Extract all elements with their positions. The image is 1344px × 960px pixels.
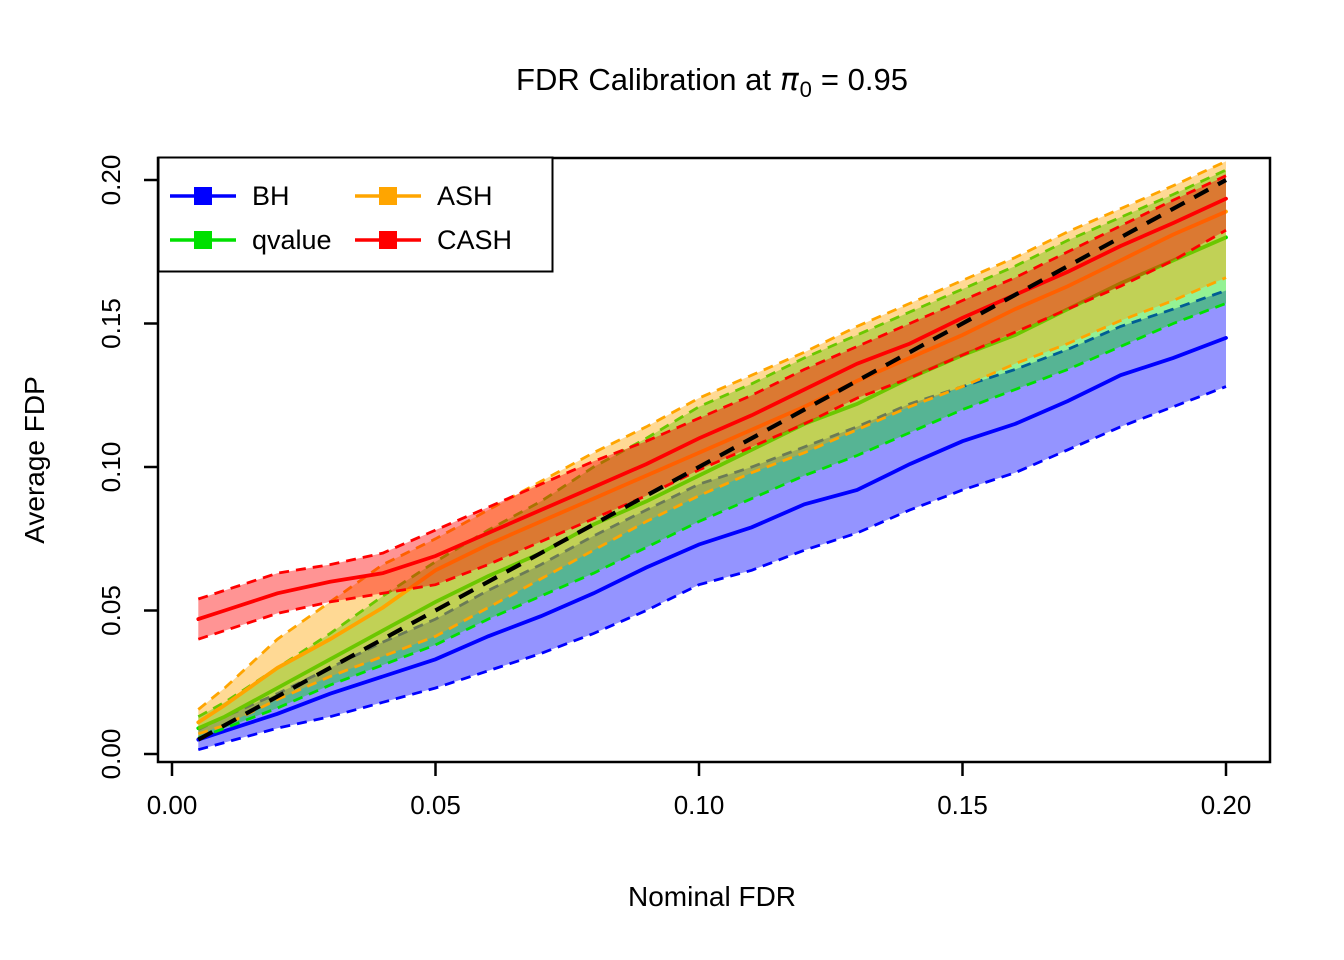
plot-title-value: = 0.95 bbox=[821, 62, 908, 97]
legend-marker-ASH bbox=[379, 187, 397, 205]
y-tick-label: 0.10 bbox=[96, 442, 126, 493]
reference-diagonal bbox=[197, 178, 1228, 742]
x-tick-label: 0.10 bbox=[674, 790, 725, 820]
legend-label-qvalue: qvalue bbox=[252, 225, 332, 255]
legend-label-cash: CASH bbox=[437, 225, 512, 255]
legend: BH qvalue ASH CASH bbox=[157, 156, 554, 273]
y-tick-label: 0.05 bbox=[96, 585, 126, 636]
y-axis-label: Average FDP bbox=[19, 376, 50, 544]
x-tick-label: 0.05 bbox=[410, 790, 461, 820]
mean-line-CASH bbox=[196, 196, 1228, 621]
ci-upper-ASH bbox=[197, 160, 1227, 711]
plot-title-main: FDR Calibration at bbox=[516, 62, 771, 97]
series-layer bbox=[196, 160, 1228, 752]
mean-line-ASH bbox=[196, 209, 1228, 725]
x-tick-label: 0.15 bbox=[937, 790, 988, 820]
legend-label-ash: ASH bbox=[437, 181, 493, 211]
plot-title: FDR Calibration at π0 = 0.95 bbox=[516, 62, 908, 102]
axes-layer: 0.00 0.05 0.10 0.15 0.20 0.00 0.05 0.10 0.15 0.20 bbox=[96, 155, 1251, 820]
legend-box bbox=[157, 156, 554, 273]
legend-marker-BH bbox=[194, 187, 212, 205]
x-tick-label: 0.20 bbox=[1201, 790, 1252, 820]
ci-lower-CASH bbox=[197, 228, 1227, 641]
ci-lower-qvalue bbox=[197, 302, 1227, 740]
pi-subscript: 0 bbox=[800, 77, 812, 102]
y-tick-label: 0.00 bbox=[96, 729, 126, 780]
x-axis-label: Nominal FDR bbox=[628, 881, 796, 912]
mean-line-BH bbox=[196, 336, 1228, 742]
ci-upper-qvalue bbox=[197, 168, 1227, 718]
mean-line-qvalue bbox=[196, 235, 1228, 731]
y-tick-label: 0.15 bbox=[96, 298, 126, 349]
ci-upper-CASH bbox=[197, 174, 1227, 601]
legend-label-bh: BH bbox=[252, 181, 290, 211]
plot-box bbox=[156, 156, 1272, 764]
pi-symbol: π bbox=[780, 62, 800, 98]
legend-marker-qvalue bbox=[194, 231, 212, 249]
y-tick-label: 0.20 bbox=[96, 155, 126, 206]
legend-marker-CASH bbox=[379, 231, 397, 249]
band-qvalue bbox=[198, 170, 1226, 739]
band-CASH bbox=[198, 175, 1226, 640]
ci-lower-BH bbox=[197, 385, 1227, 752]
ci-lower-ASH bbox=[197, 276, 1227, 736]
legend-symbols bbox=[170, 187, 421, 249]
x-tick-label: 0.00 bbox=[147, 790, 198, 820]
